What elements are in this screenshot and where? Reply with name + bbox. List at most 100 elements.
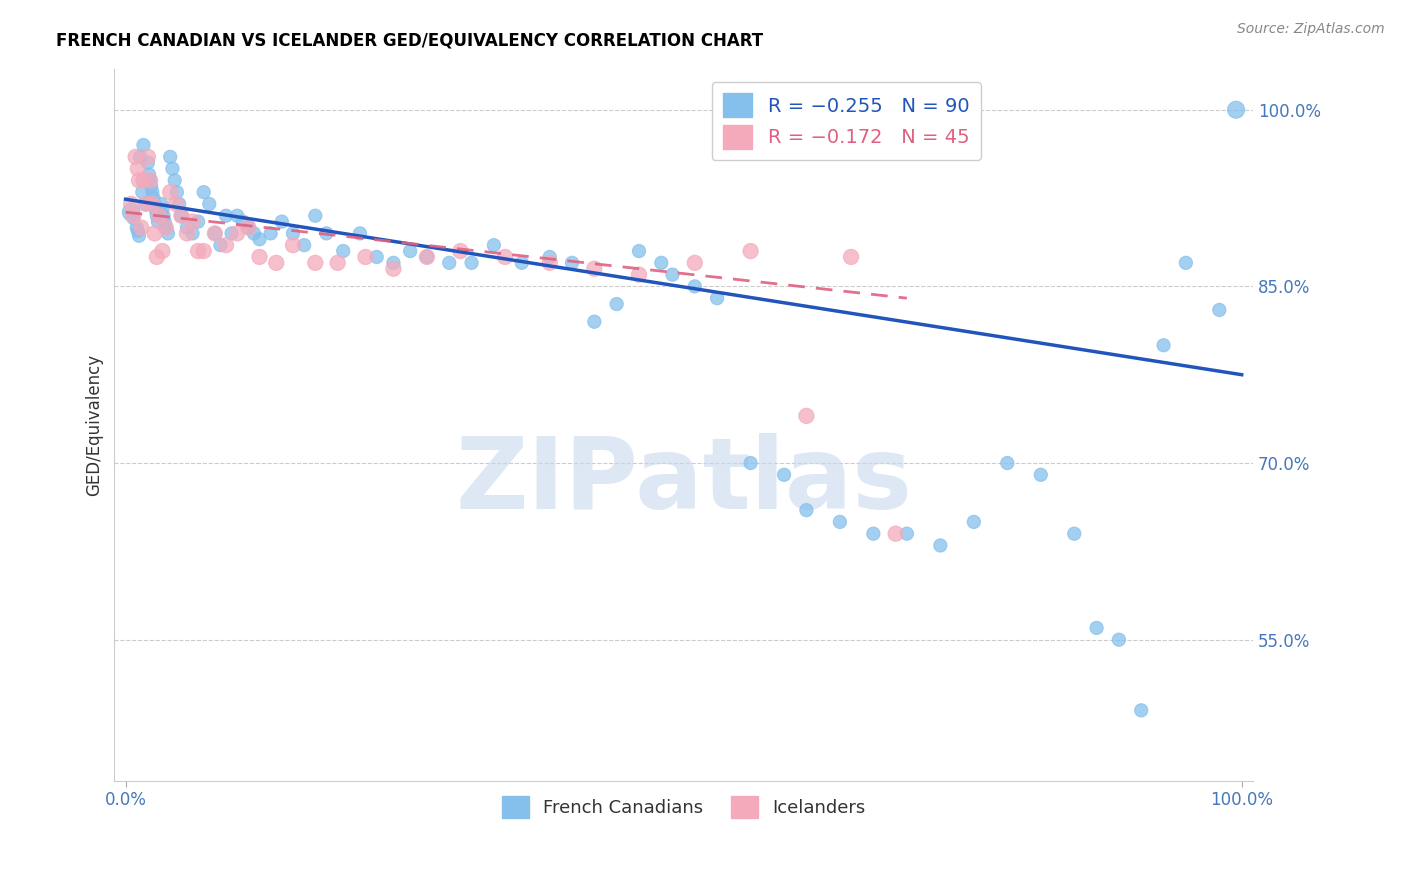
Point	[187, 214, 209, 228]
Point	[243, 227, 266, 241]
Point	[304, 209, 326, 223]
Point	[796, 503, 818, 517]
Point	[167, 197, 190, 211]
Point	[181, 227, 204, 241]
Point	[127, 161, 149, 176]
Point	[740, 244, 762, 258]
Point	[510, 256, 533, 270]
Point	[146, 209, 169, 223]
Point	[627, 268, 650, 282]
Point	[135, 197, 157, 211]
Point	[1225, 103, 1247, 117]
Point	[181, 214, 204, 228]
Point	[128, 228, 150, 243]
Point	[204, 227, 226, 241]
Point	[995, 456, 1018, 470]
Point	[176, 227, 198, 241]
Point	[439, 256, 461, 270]
Point	[143, 227, 166, 241]
Point	[416, 250, 439, 264]
Point	[382, 261, 405, 276]
Point	[162, 161, 184, 176]
Point	[122, 209, 145, 223]
Point	[281, 238, 304, 252]
Point	[482, 238, 505, 252]
Point	[226, 209, 249, 223]
Point	[165, 197, 187, 211]
Point	[152, 209, 174, 223]
Point	[153, 214, 176, 228]
Point	[366, 250, 388, 264]
Point	[264, 256, 287, 270]
Point	[1153, 338, 1175, 352]
Point	[292, 238, 315, 252]
Point	[281, 227, 304, 241]
Point	[159, 185, 181, 199]
Point	[159, 150, 181, 164]
Point	[449, 244, 471, 258]
Point	[929, 539, 952, 553]
Point	[132, 173, 155, 187]
Point	[127, 224, 149, 238]
Point	[152, 244, 174, 258]
Text: Source: ZipAtlas.com: Source: ZipAtlas.com	[1237, 22, 1385, 37]
Point	[209, 238, 232, 252]
Point	[661, 268, 683, 282]
Point	[896, 526, 918, 541]
Text: ZIPatlas: ZIPatlas	[456, 434, 912, 530]
Point	[122, 211, 145, 225]
Point	[170, 209, 193, 223]
Point	[354, 250, 377, 264]
Point	[215, 238, 238, 252]
Point	[136, 155, 159, 169]
Point	[170, 209, 193, 223]
Point	[561, 256, 583, 270]
Point	[139, 173, 162, 187]
Point	[129, 220, 152, 235]
Point	[538, 250, 561, 264]
Point	[839, 250, 862, 264]
Point	[260, 227, 283, 241]
Point	[124, 150, 146, 164]
Point	[828, 515, 851, 529]
Point	[163, 173, 186, 187]
Text: FRENCH CANADIAN VS ICELANDER GED/EQUIVALENCY CORRELATION CHART: FRENCH CANADIAN VS ICELANDER GED/EQUIVAL…	[56, 31, 763, 49]
Point	[862, 526, 884, 541]
Point	[204, 227, 226, 241]
Point	[1108, 632, 1130, 647]
Point	[148, 209, 170, 223]
Point	[141, 185, 163, 199]
Point	[494, 250, 516, 264]
Point	[583, 261, 606, 276]
Point	[155, 220, 177, 235]
Point	[139, 173, 162, 187]
Point	[650, 256, 672, 270]
Point	[138, 168, 160, 182]
Point	[135, 197, 157, 211]
Point	[120, 205, 142, 219]
Point	[460, 256, 482, 270]
Point	[1063, 526, 1085, 541]
Point	[166, 185, 188, 199]
Point	[884, 526, 907, 541]
Point	[193, 185, 215, 199]
Point	[232, 214, 254, 228]
Point	[143, 197, 166, 211]
Point	[315, 227, 337, 241]
Point	[193, 244, 215, 258]
Point	[627, 244, 650, 258]
Point	[136, 150, 159, 164]
Point	[146, 250, 169, 264]
Point	[226, 227, 249, 241]
Point	[606, 297, 628, 311]
Point	[146, 214, 169, 228]
Point	[399, 244, 422, 258]
Point	[1085, 621, 1108, 635]
Point	[132, 138, 155, 153]
Point	[1130, 703, 1153, 717]
Point	[349, 227, 371, 241]
Point	[155, 220, 177, 235]
Point	[683, 256, 706, 270]
Point	[740, 456, 762, 470]
Point	[1174, 256, 1197, 270]
